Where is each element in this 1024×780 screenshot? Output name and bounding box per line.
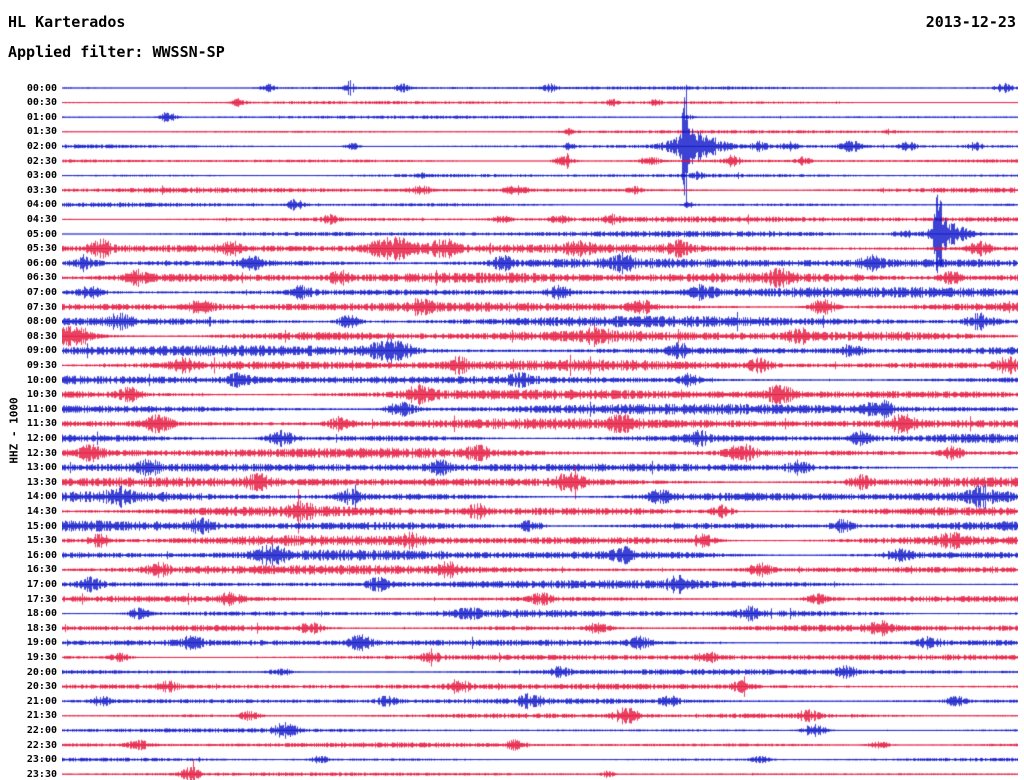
time-label: 04:30 xyxy=(26,213,57,225)
time-label: 00:30 xyxy=(26,97,57,109)
time-label: 17:00 xyxy=(26,578,57,590)
time-label: 21:00 xyxy=(26,695,57,707)
time-label: 18:30 xyxy=(26,622,57,634)
time-label: 08:00 xyxy=(26,316,57,328)
time-label: 12:30 xyxy=(26,447,57,459)
time-label: 14:30 xyxy=(26,505,57,517)
time-label: 15:30 xyxy=(26,535,57,547)
applied-filter-label: Applied filter: WWSSN-SP xyxy=(8,43,225,61)
time-label: 23:30 xyxy=(26,768,57,780)
time-label: 09:30 xyxy=(26,359,57,371)
time-label: 16:30 xyxy=(26,564,57,576)
time-label: 06:30 xyxy=(26,272,57,284)
time-label: 07:00 xyxy=(26,286,57,298)
time-label: 05:30 xyxy=(26,243,57,255)
time-label: 04:00 xyxy=(26,199,57,211)
time-label: 19:00 xyxy=(26,637,57,649)
time-label: 03:00 xyxy=(26,170,57,182)
time-label: 19:30 xyxy=(26,651,57,663)
time-label: 08:30 xyxy=(26,330,57,342)
time-label: 21:30 xyxy=(26,710,57,722)
time-label: 20:30 xyxy=(26,681,57,693)
time-label: 15:00 xyxy=(26,520,57,532)
time-label: 16:00 xyxy=(26,549,57,561)
time-label: 11:00 xyxy=(26,403,57,415)
time-label: 03:30 xyxy=(26,184,57,196)
time-label: 22:30 xyxy=(26,739,57,751)
time-label: 23:00 xyxy=(26,754,57,766)
date-label: 2013-12-23 xyxy=(925,13,1016,31)
time-label: 13:00 xyxy=(26,462,57,474)
time-labels: 00:00 00:30 01:00 01:30 02:00 02:30 03:00 03:30… xyxy=(0,0,58,780)
time-label: 01:00 xyxy=(26,111,57,123)
time-label: 06:00 xyxy=(26,257,57,269)
time-label: 09:00 xyxy=(26,345,57,357)
time-label: 01:30 xyxy=(26,126,57,138)
time-label: 10:00 xyxy=(26,374,57,386)
time-label: 13:30 xyxy=(26,476,57,488)
time-label: 10:30 xyxy=(26,389,57,401)
time-label: 05:00 xyxy=(26,228,57,240)
seismogram-traces xyxy=(62,80,1018,780)
time-label: 07:30 xyxy=(26,301,57,313)
time-label: 17:30 xyxy=(26,593,57,605)
time-label: 02:00 xyxy=(26,140,57,152)
time-label: 14:00 xyxy=(26,491,57,503)
time-label: 12:00 xyxy=(26,432,57,444)
time-label: 20:00 xyxy=(26,666,57,678)
time-label: 22:00 xyxy=(26,724,57,736)
time-label: 18:00 xyxy=(26,608,57,620)
time-label: 11:30 xyxy=(26,418,57,430)
time-label: 00:00 xyxy=(26,82,57,94)
station-title: HL Karterados xyxy=(8,13,126,31)
time-label: 02:30 xyxy=(26,155,57,167)
